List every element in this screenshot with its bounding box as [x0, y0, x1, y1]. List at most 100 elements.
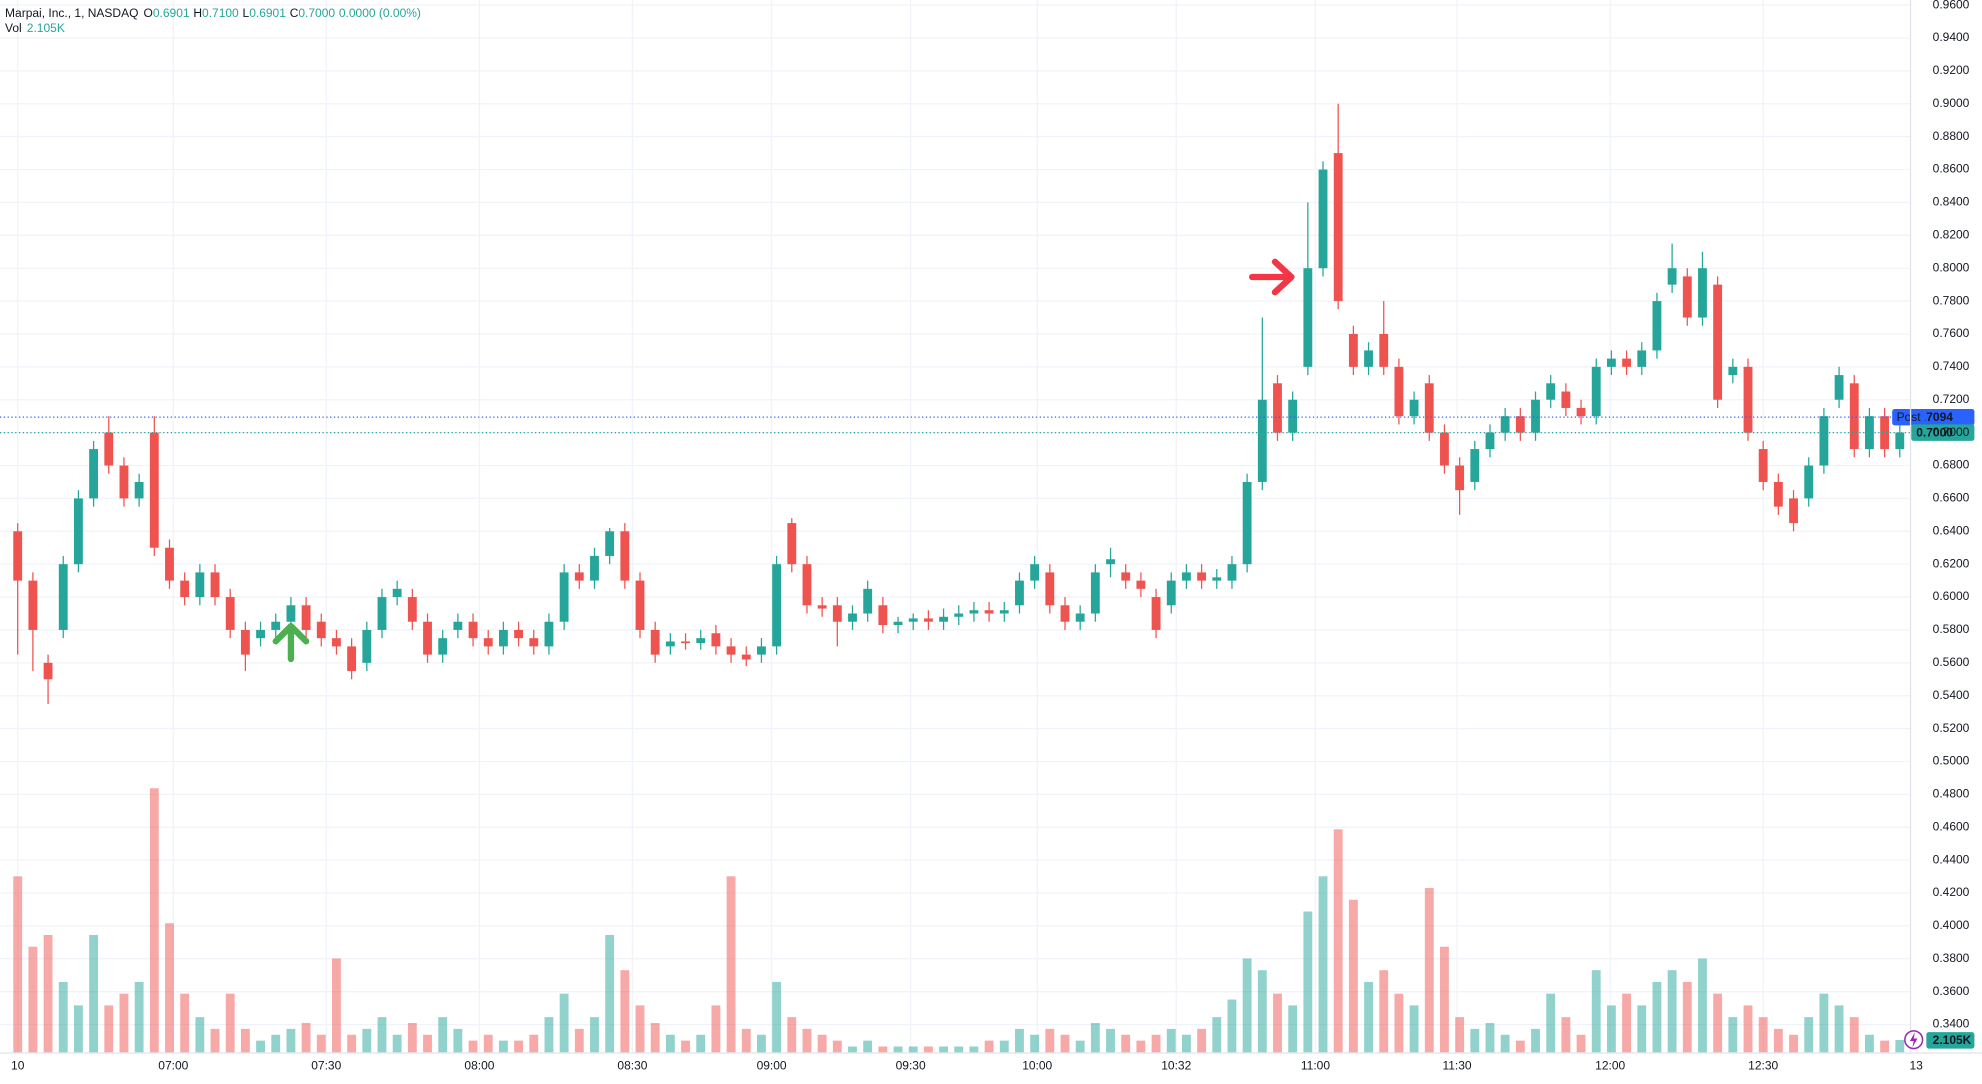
x-tick-label: 10	[11, 1058, 25, 1072]
volume-bar	[1667, 970, 1677, 1053]
y-tick-label: 0.8600	[1933, 162, 1970, 176]
candle-body	[908, 618, 918, 622]
volume-bar	[1333, 829, 1343, 1053]
candle-body	[1682, 276, 1692, 318]
volume-bar	[1151, 1034, 1161, 1053]
candle-body	[407, 597, 417, 622]
candle-body	[423, 621, 432, 655]
ohlc-value: 0.6901	[249, 6, 286, 20]
candle-body	[1500, 416, 1510, 433]
volume-bar	[832, 1040, 842, 1053]
volume-bar	[969, 1046, 979, 1053]
candle-body	[726, 646, 736, 655]
candle-body	[1895, 432, 1905, 450]
y-tick-label: 0.9200	[1933, 63, 1970, 77]
candle-body	[316, 621, 326, 639]
y-tick-label: 0.5000	[1933, 754, 1970, 768]
candle-body	[1470, 449, 1480, 482]
volume-bar	[984, 1040, 994, 1053]
candle-body	[1045, 572, 1055, 606]
candle-body	[772, 564, 782, 647]
candle-body	[863, 588, 873, 614]
volume-bar	[1485, 1023, 1495, 1053]
y-tick-label: 0.4400	[1933, 852, 1970, 866]
y-tick-label: 0.6000	[1933, 589, 1970, 603]
candle-body	[802, 564, 812, 606]
candle-body	[1303, 268, 1313, 367]
volume-bar	[1257, 970, 1267, 1053]
y-tick-label: 0.4000	[1933, 918, 1970, 932]
y-tick-label: 0.6400	[1933, 523, 1970, 537]
volume-bar	[240, 1028, 250, 1053]
candle-body	[1698, 268, 1707, 318]
volume-bar	[1379, 970, 1389, 1053]
candle-body	[392, 588, 402, 598]
candle-body	[468, 621, 478, 639]
candles	[13, 103, 1905, 704]
ohlc-value: 0.7100	[202, 6, 239, 20]
y-tick-label: 0.3400	[1933, 1017, 1970, 1031]
candle-body	[1637, 350, 1647, 367]
y-tick-label: 0.5800	[1933, 622, 1970, 636]
x-tick-label: 11:00	[1301, 1058, 1330, 1072]
candle-body	[1333, 153, 1343, 302]
ohlc-value: 0.7000	[298, 6, 335, 20]
candle-body	[347, 646, 357, 672]
candle-body	[999, 610, 1009, 614]
ohlc-key: L	[243, 6, 250, 20]
price-tag-label: 0.7000	[1916, 425, 1953, 439]
y-tick-label: 0.8000	[1933, 260, 1970, 274]
volume-bar	[1515, 1040, 1525, 1053]
volume-bar	[1698, 958, 1707, 1053]
volume-bar	[817, 1034, 827, 1053]
volume-bar	[407, 1023, 417, 1053]
candle-body	[1166, 580, 1176, 606]
volume-bar	[1318, 876, 1328, 1053]
volume-bar	[893, 1046, 903, 1053]
volume-bar	[89, 934, 99, 1053]
y-tick-label: 0.9400	[1933, 30, 1970, 44]
candle-body	[28, 580, 38, 630]
volume-bar	[544, 1017, 554, 1053]
candle-body	[1728, 366, 1738, 376]
candle-body	[605, 531, 615, 556]
volume-bar	[210, 1028, 220, 1053]
candle-body	[1212, 577, 1222, 581]
candle-body	[954, 613, 964, 617]
ohlc-key: O	[144, 6, 153, 20]
x-tick-label: 12:30	[1748, 1058, 1778, 1072]
volume-bar	[1242, 958, 1252, 1053]
candle-body	[1743, 366, 1753, 433]
volume-bar	[863, 1040, 873, 1053]
volume-bar	[1348, 899, 1358, 1053]
volume-bar	[1394, 993, 1404, 1053]
volume-bar	[1409, 1005, 1419, 1053]
volume-bar	[1606, 1005, 1616, 1053]
volume-bar	[1166, 1028, 1176, 1053]
volume-bar	[1743, 1005, 1753, 1053]
header-line: Marpai, Inc., 1, NASDAQ O0.6901 H0.7100 L0.…	[5, 6, 421, 20]
y-tick-label: 0.3600	[1933, 984, 1970, 998]
candle-body	[1591, 366, 1601, 417]
candle-body	[89, 449, 99, 499]
volume-bar	[1834, 1005, 1844, 1053]
candle-body	[1652, 301, 1662, 351]
volume-bar	[73, 1005, 83, 1053]
candle-body	[225, 597, 235, 630]
volume-bar	[908, 1046, 918, 1053]
volume-bar	[757, 1034, 766, 1053]
volume-bar	[271, 1034, 281, 1053]
candle-body	[377, 597, 387, 630]
ohlc-key: C	[290, 6, 299, 20]
candle-body	[73, 498, 83, 565]
volume-bar	[286, 1028, 296, 1053]
y-tick-label: 0.7000	[1933, 425, 1970, 439]
x-tick-label: 12:00	[1595, 1058, 1625, 1072]
volume-line: Vol 2.105K	[5, 21, 65, 35]
grid	[0, 0, 1910, 1053]
candle-body	[1106, 559, 1115, 565]
candle-body	[1075, 613, 1085, 622]
candle-body	[757, 646, 766, 655]
volume-bar	[1895, 1040, 1905, 1053]
